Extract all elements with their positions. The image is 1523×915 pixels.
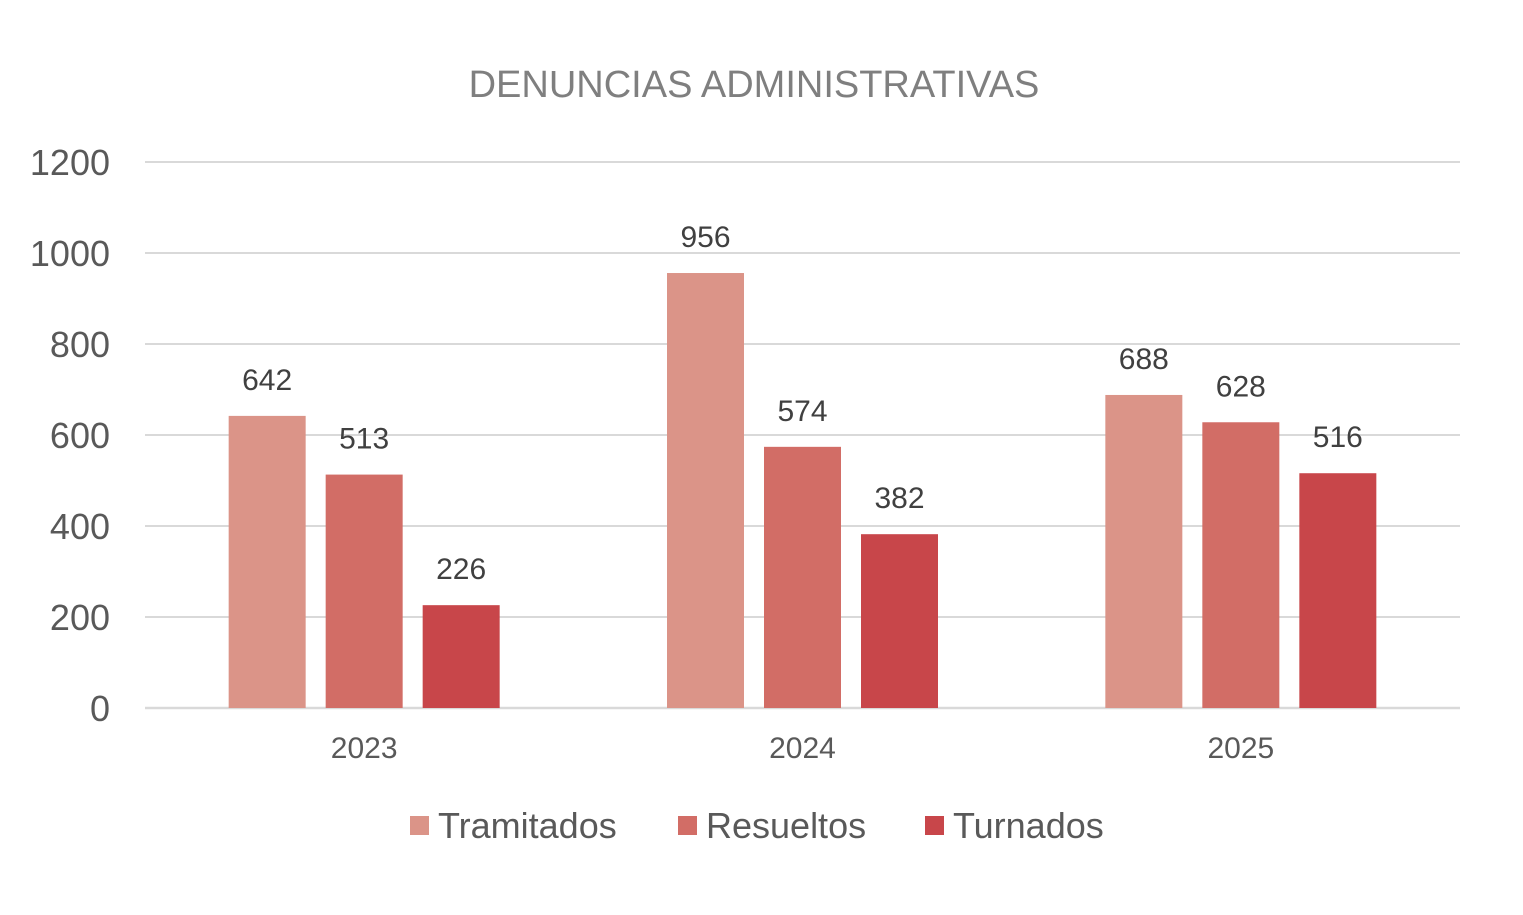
x-tick-label: 2024 [769,732,836,765]
legend-item-tramitados: Tramitados [410,805,617,846]
data-label: 513 [339,423,389,456]
bar-tramitados-2025 [1105,394,1183,708]
y-tick-label: 800 [50,324,110,365]
legend-label: Turnados [953,805,1104,846]
x-tick-label: 2023 [331,732,398,765]
data-label: 688 [1119,343,1169,376]
y-tick-label: 1000 [30,233,110,274]
bar-resueltos-2025 [1202,422,1280,708]
data-label: 642 [242,364,292,397]
legend-swatch [925,816,944,835]
legend-label: Resueltos [706,805,866,846]
bar-turnados-2025 [1299,473,1377,708]
data-label: 382 [874,482,924,515]
data-label: 628 [1216,370,1266,403]
legend-item-turnados: Turnados [925,805,1104,846]
x-tick-label: 2025 [1207,732,1274,765]
bar-resueltos-2023 [325,474,403,708]
legend-label: Tramitados [438,805,617,846]
y-tick-label: 1200 [30,142,110,183]
data-label: 956 [680,221,730,254]
bar-tramitados-2024 [667,273,744,708]
bar-turnados-2024 [861,534,938,708]
y-tick-label: 400 [50,506,110,547]
bar-resueltos-2024 [764,446,841,708]
y-tick-label: 600 [50,415,110,456]
bar-turnados-2023 [422,605,500,708]
data-label: 226 [436,553,486,586]
y-tick-label: 0 [90,688,110,729]
bar-tramitados-2023 [228,415,306,708]
y-tick-label: 200 [50,597,110,638]
legend-swatch [678,816,697,835]
legend-swatch [410,816,429,835]
data-label: 574 [777,395,827,428]
legend-item-resueltos: Resueltos [678,805,866,846]
chart-title: DENUNCIAS ADMINISTRATIVAS [469,64,1040,106]
data-label: 516 [1313,421,1363,454]
